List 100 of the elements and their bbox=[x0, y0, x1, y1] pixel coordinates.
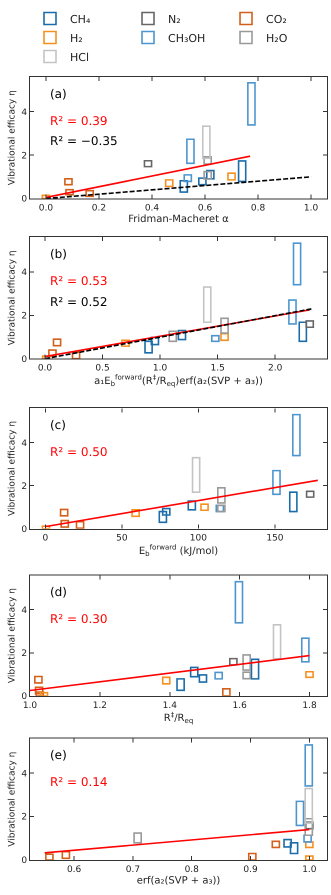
bar bbox=[214, 672, 224, 680]
legend-label: CO₂ bbox=[266, 12, 287, 26]
y-tick-label: 2 bbox=[21, 151, 28, 162]
bar bbox=[34, 686, 44, 695]
bar bbox=[304, 821, 314, 830]
bar bbox=[179, 180, 188, 193]
x-tick-label: 0 bbox=[42, 534, 48, 544]
bar bbox=[60, 520, 70, 528]
bar bbox=[292, 242, 302, 286]
y-tick-label: 4 bbox=[21, 108, 28, 118]
bar bbox=[306, 490, 315, 498]
legend-label: H₂O bbox=[266, 32, 288, 45]
y-tick-label: 2 bbox=[21, 311, 28, 322]
bar bbox=[162, 676, 171, 685]
bar bbox=[304, 744, 314, 787]
x-tick-label: 0.0 bbox=[38, 364, 52, 374]
bar bbox=[305, 670, 314, 678]
bar bbox=[76, 520, 84, 529]
annotation: (e) bbox=[50, 748, 67, 762]
bar bbox=[187, 500, 196, 511]
x-tick-label: 1.4 bbox=[162, 700, 178, 711]
y-tick-label: 2 bbox=[21, 482, 28, 492]
bar bbox=[234, 580, 244, 624]
y-axis-title: Vibrational efficacy η bbox=[8, 90, 18, 186]
bar bbox=[220, 318, 229, 334]
y-tick-label: 4 bbox=[21, 438, 28, 449]
bar bbox=[222, 688, 231, 696]
legend-label: CH₄ bbox=[70, 12, 91, 26]
bar bbox=[60, 508, 68, 517]
bar bbox=[220, 332, 229, 342]
bar bbox=[202, 286, 212, 324]
bar bbox=[272, 624, 282, 660]
bar bbox=[250, 658, 260, 680]
y-axis-title: Vibrational efficacy η bbox=[8, 752, 18, 847]
x-tick-label: 0.9 bbox=[243, 864, 258, 875]
y-tick-label: 0 bbox=[21, 524, 28, 535]
bar bbox=[247, 82, 256, 126]
bar bbox=[178, 330, 186, 340]
x-tick-label: 0.5 bbox=[95, 364, 110, 374]
bar bbox=[62, 850, 70, 860]
bar bbox=[271, 840, 280, 848]
annotation: (d) bbox=[50, 585, 67, 599]
annotation: (b) bbox=[50, 247, 67, 261]
bar bbox=[238, 160, 247, 182]
y-tick-label: 2 bbox=[21, 812, 28, 823]
y-tick-label: 0 bbox=[21, 692, 28, 702]
x-tick-label: 0.8 bbox=[184, 864, 200, 875]
y-tick-label: 0 bbox=[21, 354, 28, 365]
bar bbox=[133, 832, 142, 844]
x-tick-label: 150 bbox=[266, 534, 284, 544]
x-tick-label: 1.6 bbox=[232, 700, 248, 711]
annotation: (a) bbox=[50, 87, 67, 101]
text: R² = 0.50 bbox=[50, 445, 108, 459]
bar bbox=[200, 503, 209, 512]
bar bbox=[227, 172, 236, 181]
y-tick-label: 2 bbox=[21, 648, 28, 659]
y-tick-label: 4 bbox=[21, 769, 28, 780]
bar bbox=[228, 658, 238, 666]
text: R² = 0.52 bbox=[50, 295, 108, 309]
y-tick-label: 4 bbox=[21, 268, 28, 278]
annotation: (c) bbox=[50, 418, 66, 432]
bar bbox=[300, 637, 310, 663]
text: R² = −0.35 bbox=[50, 134, 118, 148]
x-tick-label: 2.0 bbox=[268, 364, 283, 374]
x-axis-title: E$_{b}$$^{forward}$ (kJ/mol) bbox=[138, 544, 218, 558]
bar bbox=[64, 178, 73, 186]
bar bbox=[45, 853, 54, 860]
y-axis-title: Vibrational efficacy η bbox=[8, 588, 18, 684]
bar bbox=[176, 678, 185, 692]
x-axis-title: a₁E$_{b}$$^{forward}$(R$^{‡}$/R$_{eq}$)erf(a₂(SVP + a₃)) bbox=[94, 374, 263, 388]
text: R² = 0.39 bbox=[50, 114, 108, 128]
bar bbox=[210, 334, 220, 342]
x-axis-title: Fridman-Macheret α bbox=[128, 214, 230, 225]
bar bbox=[186, 138, 195, 164]
bar bbox=[183, 174, 192, 182]
bar bbox=[288, 491, 298, 512]
bar bbox=[304, 818, 314, 836]
text: R² = 0.53 bbox=[50, 274, 108, 288]
bar bbox=[202, 125, 211, 160]
bar bbox=[203, 156, 212, 165]
bar bbox=[288, 299, 297, 325]
bar bbox=[42, 525, 50, 529]
legend-label: H₂ bbox=[70, 32, 83, 45]
legend-label: HCl bbox=[70, 50, 90, 64]
bar bbox=[85, 190, 94, 198]
x-tick-label: 0.2 bbox=[92, 203, 106, 214]
bar bbox=[192, 456, 200, 493]
bar bbox=[34, 676, 43, 684]
bar bbox=[42, 355, 50, 359]
bar bbox=[158, 510, 168, 524]
x-tick-label: 100 bbox=[190, 534, 208, 544]
text: R² = 0.14 bbox=[50, 775, 108, 789]
bar bbox=[304, 788, 314, 824]
x-tick-label: 0.6 bbox=[198, 203, 212, 214]
bar bbox=[248, 852, 257, 860]
bar bbox=[121, 339, 130, 347]
bar bbox=[304, 855, 314, 860]
bar bbox=[304, 841, 314, 848]
y-axis-title: Vibrational efficacy η bbox=[8, 420, 18, 516]
y-axis-title: Vibrational efficacy η bbox=[8, 250, 18, 346]
